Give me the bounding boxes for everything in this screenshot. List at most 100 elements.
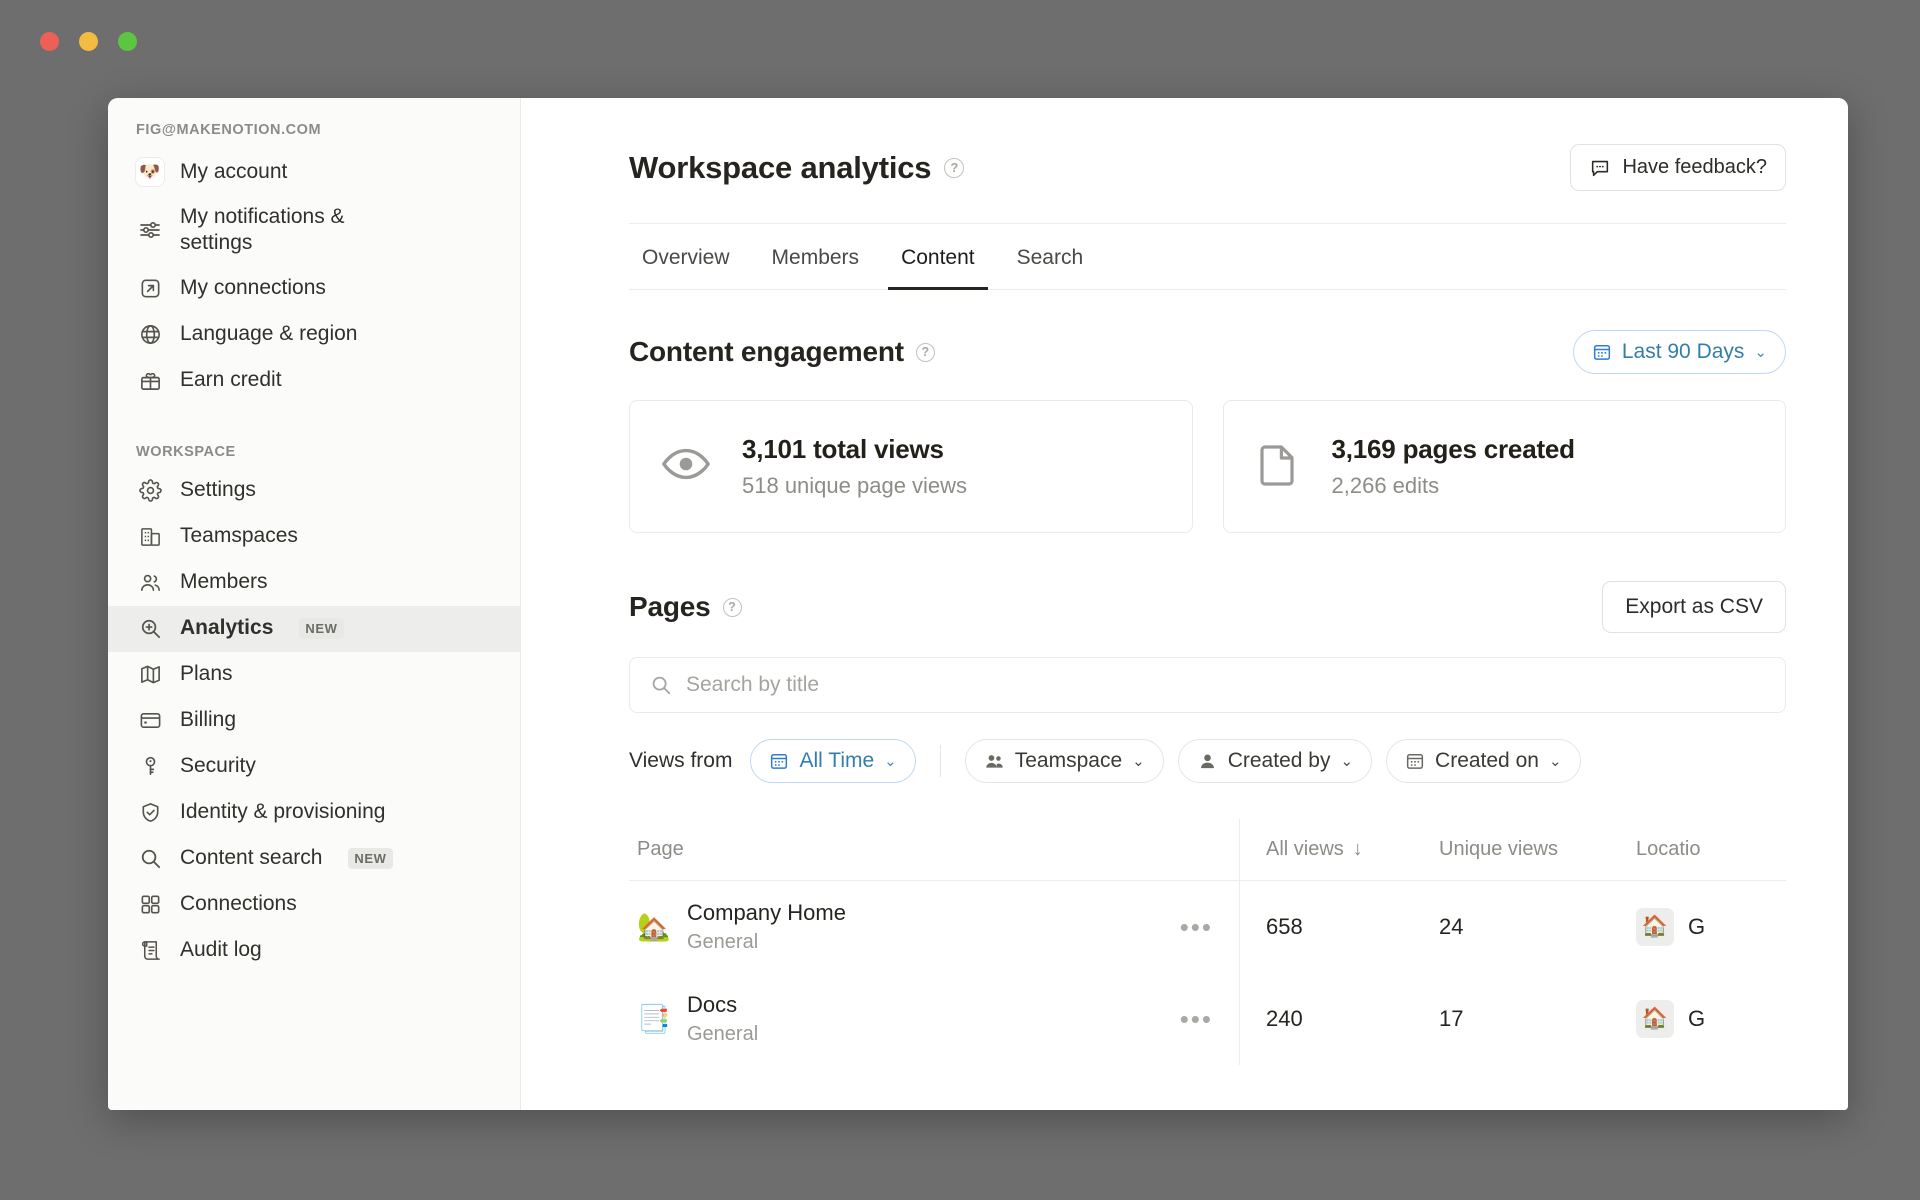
tab-members[interactable]: Members bbox=[771, 246, 860, 269]
sidebar-item-security[interactable]: Security bbox=[108, 744, 520, 790]
sidebar-item-language-region[interactable]: Language & region bbox=[108, 312, 520, 358]
table-row[interactable]: 🏡 Company Home General ••• 658 24 🏠 bbox=[629, 881, 1786, 973]
have-feedback-button[interactable]: Have feedback? bbox=[1570, 144, 1786, 191]
pages-filter-row: Views from bbox=[629, 739, 1786, 783]
new-badge: NEW bbox=[348, 847, 393, 870]
map-icon bbox=[136, 661, 164, 689]
search-icon bbox=[136, 845, 164, 873]
page-cell[interactable]: 🏡 Company Home General ••• bbox=[629, 900, 1239, 954]
table-row[interactable]: 📑 Docs General ••• 240 17 🏠 G bbox=[629, 973, 1786, 1065]
views-from-time-dropdown[interactable]: All Time ⌄ bbox=[750, 739, 916, 783]
search-input[interactable] bbox=[686, 673, 1765, 697]
pages-created-card: 3,169 pages created 2,266 edits bbox=[1222, 400, 1786, 533]
zoom-window-button[interactable] bbox=[118, 32, 137, 51]
pages-table: Page All views ↓ Unique views Locatio 🏡 bbox=[629, 819, 1786, 1065]
help-icon[interactable]: ? bbox=[722, 597, 742, 617]
window-chrome: FIG@MAKENOTION.COM 🐶 My account bbox=[18, 6, 1902, 1194]
globe-icon bbox=[136, 321, 164, 349]
sidebar-item-members[interactable]: Members bbox=[108, 560, 520, 606]
column-header-unique-views[interactable]: Unique views bbox=[1439, 838, 1558, 860]
views-from-label: Views from bbox=[629, 749, 733, 772]
credit-card-icon bbox=[136, 707, 164, 735]
building-icon bbox=[136, 523, 164, 551]
export-as-csv-button[interactable]: Export as CSV bbox=[1602, 581, 1786, 633]
unique-views-value: 17 bbox=[1439, 1006, 1464, 1031]
sidebar-item-label: Identity & provisioning bbox=[180, 800, 386, 824]
window-traffic-lights[interactable] bbox=[40, 32, 137, 51]
analytics-tabs: Overview Members Content Search bbox=[629, 224, 1786, 290]
key-icon bbox=[136, 753, 164, 781]
sidebar-item-content-search[interactable]: Content search NEW bbox=[108, 836, 520, 882]
calendar-icon bbox=[1592, 342, 1612, 362]
sidebar-item-plans[interactable]: Plans bbox=[108, 652, 520, 698]
avatar-dog-icon: 🐶 bbox=[136, 158, 164, 186]
sidebar-item-earn-credit[interactable]: Earn credit bbox=[108, 358, 520, 404]
content-engagement-header: Content engagement ? bbox=[629, 330, 1786, 374]
page-name-block: Company Home General bbox=[687, 900, 846, 954]
home-icon: 🏠 bbox=[1636, 1000, 1674, 1038]
tab-content[interactable]: Content bbox=[888, 224, 988, 290]
column-divider bbox=[1239, 881, 1240, 973]
date-range-dropdown[interactable]: Last 90 Days ⌄ bbox=[1572, 330, 1786, 374]
sidebar-item-analytics[interactable]: Analytics NEW bbox=[108, 605, 520, 652]
page-title-group: Workspace analytics ? bbox=[629, 150, 965, 186]
sidebar-item-my-connections[interactable]: My connections bbox=[108, 266, 520, 312]
created-by-filter-label: Created by bbox=[1227, 749, 1331, 772]
date-range-label: Last 90 Days bbox=[1621, 340, 1745, 363]
sidebar-item-my-account[interactable]: 🐶 My account bbox=[108, 149, 520, 195]
column-header-all-views-label: All views bbox=[1266, 838, 1344, 860]
sidebar-item-billing[interactable]: Billing bbox=[108, 698, 520, 744]
row-more-options-button[interactable]: ••• bbox=[1179, 912, 1213, 942]
page-emoji-icon: 📑 bbox=[637, 1004, 671, 1034]
sidebar-item-label: Earn credit bbox=[180, 368, 282, 392]
filter-divider bbox=[939, 745, 941, 777]
content-engagement-title: Content engagement bbox=[629, 336, 904, 367]
grid-icon bbox=[136, 891, 164, 919]
location-text: G bbox=[1688, 1006, 1706, 1031]
page-subtitle-text: General bbox=[687, 931, 759, 953]
tab-search[interactable]: Search bbox=[1016, 246, 1084, 269]
sidebar-item-identity-provisioning[interactable]: Identity & provisioning bbox=[108, 790, 520, 836]
sidebar-item-audit-log[interactable]: Audit log bbox=[108, 928, 520, 974]
chevron-down-icon: ⌄ bbox=[1340, 753, 1354, 770]
sidebar-item-settings[interactable]: Settings bbox=[108, 468, 520, 514]
tab-overview[interactable]: Overview bbox=[642, 246, 730, 269]
calendar-icon bbox=[1405, 751, 1425, 771]
gift-icon bbox=[136, 367, 164, 395]
magnifier-plus-icon bbox=[136, 615, 164, 643]
created-by-filter-dropdown[interactable]: Created by ⌄ bbox=[1177, 739, 1373, 783]
sort-descending-icon: ↓ bbox=[1352, 838, 1363, 860]
row-more-options-button[interactable]: ••• bbox=[1179, 1004, 1213, 1034]
total-views-text: 3,101 total views 518 unique page views bbox=[742, 434, 967, 499]
sliders-icon bbox=[136, 216, 164, 244]
location-text: G bbox=[1688, 914, 1706, 939]
page-search-box[interactable] bbox=[629, 657, 1786, 713]
application-window: FIG@MAKENOTION.COM 🐶 My account bbox=[108, 98, 1848, 1110]
help-icon[interactable]: ? bbox=[915, 342, 935, 362]
location-cell: 🏠 G bbox=[1630, 908, 1786, 946]
all-views-value: 658 bbox=[1266, 914, 1303, 939]
pages-title-group: Pages ? bbox=[629, 591, 742, 623]
minimize-window-button[interactable] bbox=[79, 32, 98, 51]
sidebar-item-connections[interactable]: Connections bbox=[108, 882, 520, 928]
sidebar-item-my-notifications-settings[interactable]: My notifications & settings bbox=[108, 195, 520, 266]
sidebar-item-label: Security bbox=[180, 754, 256, 778]
sidebar-item-label: Audit log bbox=[180, 938, 262, 962]
column-header-page[interactable]: Page bbox=[637, 838, 684, 860]
home-icon: 🏠 bbox=[1636, 908, 1674, 946]
scroll-icon bbox=[136, 937, 164, 965]
calendar-icon bbox=[769, 751, 789, 771]
teamspace-filter-dropdown[interactable]: Teamspace ⌄ bbox=[964, 739, 1164, 783]
all-views-value: 240 bbox=[1266, 1006, 1303, 1031]
created-on-filter-dropdown[interactable]: Created on ⌄ bbox=[1386, 739, 1581, 783]
column-header-all-views[interactable]: All views ↓ bbox=[1240, 838, 1435, 861]
sidebar-item-label: Language & region bbox=[180, 322, 358, 346]
column-header-location[interactable]: Locatio bbox=[1636, 838, 1701, 860]
page-cell[interactable]: 📑 Docs General ••• bbox=[629, 992, 1239, 1046]
help-icon[interactable]: ? bbox=[944, 157, 965, 178]
chevron-down-icon: ⌄ bbox=[884, 753, 897, 770]
sidebar-item-teamspaces[interactable]: Teamspaces bbox=[108, 514, 520, 560]
close-window-button[interactable] bbox=[40, 32, 59, 51]
chevron-down-icon: ⌄ bbox=[1754, 344, 1767, 361]
chevron-down-icon: ⌄ bbox=[1132, 753, 1145, 770]
